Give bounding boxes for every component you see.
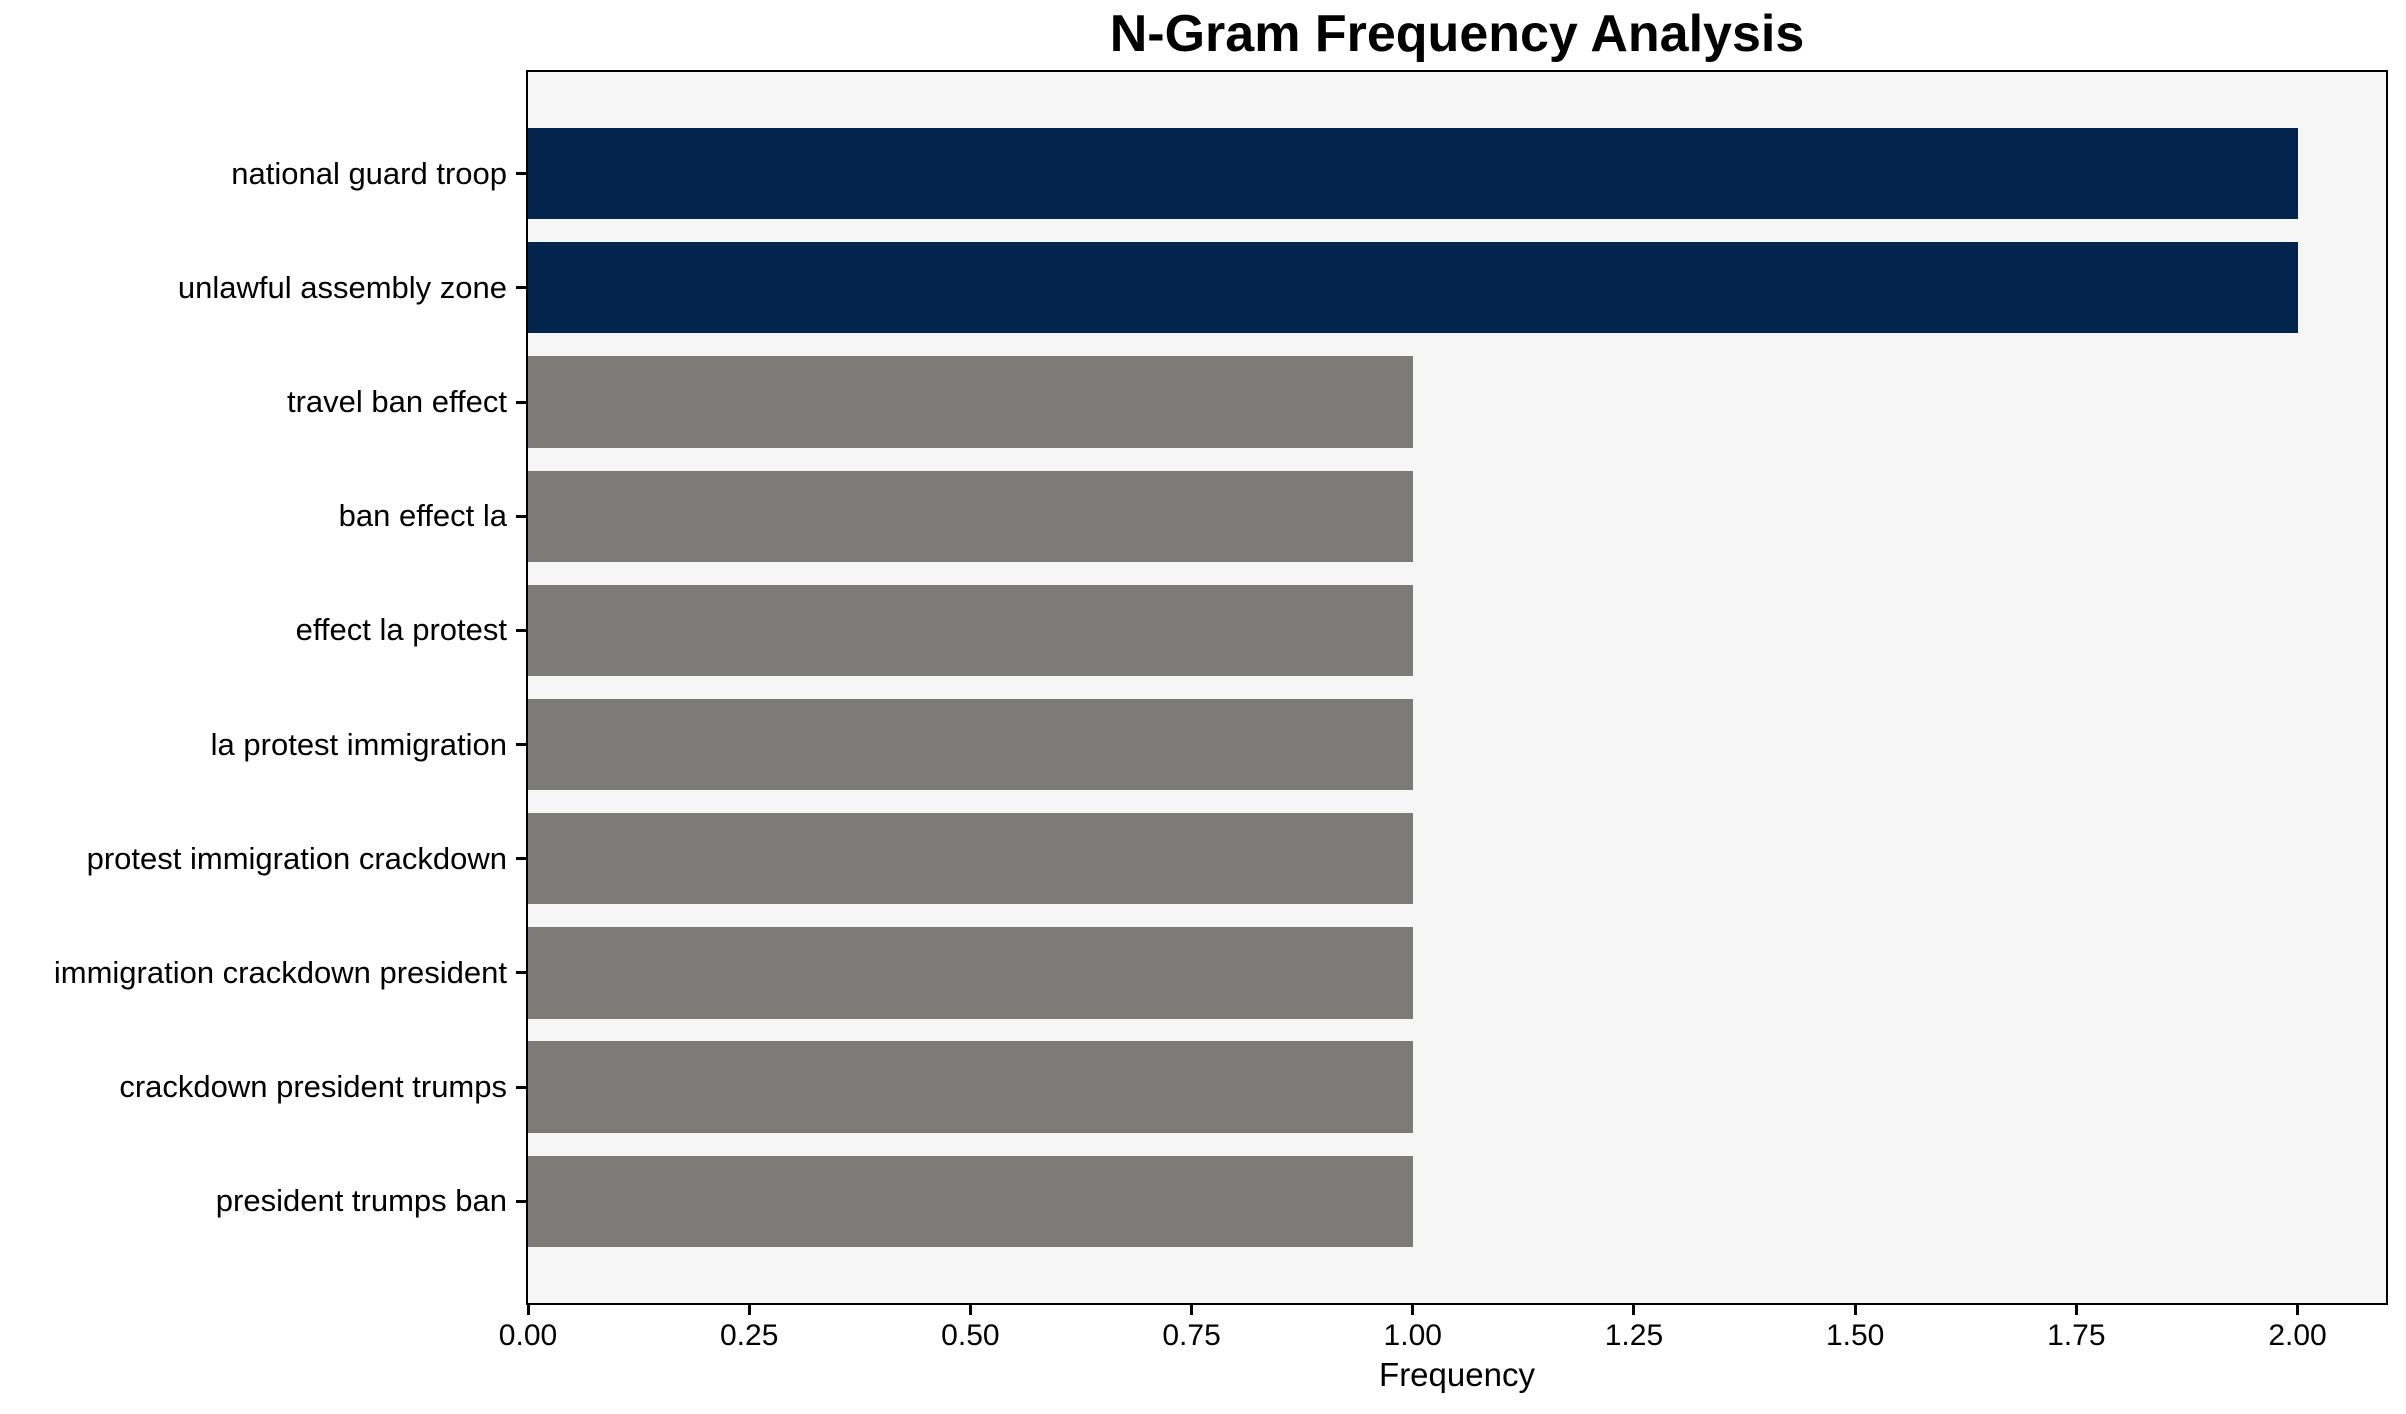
x-tick-label: 1.75: [2047, 1319, 2106, 1352]
x-tick: [747, 1305, 751, 1315]
x-tick-label: 2.00: [2268, 1319, 2327, 1352]
x-tick: [1632, 1305, 1636, 1315]
y-axis-label: crackdown president trumps: [119, 1069, 507, 1105]
x-tick-label: 1.25: [1604, 1319, 1664, 1352]
bar: [528, 927, 1413, 1019]
x-tick: [1411, 1305, 1415, 1315]
x-tick-label: 0.50: [941, 1319, 1000, 1352]
y-axis-label: national guard troop: [231, 155, 507, 191]
x-tick: [526, 1305, 530, 1315]
x-tick-label: 1.00: [1383, 1319, 1442, 1352]
x-tick: [2074, 1305, 2078, 1315]
bar: [528, 127, 2298, 220]
y-axis-label: la protest immigration: [210, 726, 507, 762]
y-axis-label: ban effect la: [338, 498, 507, 534]
bar: [528, 470, 1413, 562]
y-tick: [516, 628, 526, 632]
y-tick: [516, 1085, 526, 1089]
plot-area: [526, 70, 2388, 1305]
y-tick: [516, 743, 526, 747]
bar: [528, 242, 2298, 334]
y-tick: [516, 172, 526, 176]
y-axis-label: protest immigration crackdown: [86, 840, 507, 876]
y-tick: [516, 857, 526, 861]
y-axis-label: travel ban effect: [286, 384, 507, 420]
x-tick-label: 1.50: [1825, 1319, 1885, 1352]
bar: [528, 584, 1413, 677]
x-axis-label: Frequency: [1379, 1356, 1535, 1393]
bar: [528, 1041, 1413, 1133]
x-tick-label: 0.25: [719, 1319, 779, 1352]
y-axis-label: unlawful assembly zone: [177, 269, 507, 305]
bar: [528, 698, 1413, 791]
y-tick: [516, 286, 526, 290]
bar: [528, 813, 1413, 905]
y-tick: [516, 971, 526, 975]
bar: [528, 356, 1413, 448]
x-tick: [1190, 1305, 1194, 1315]
bar: [528, 1155, 1413, 1248]
x-tick-label: 0.75: [1162, 1319, 1221, 1352]
y-axis-label: president trumps ban: [215, 1183, 507, 1219]
x-tick-label: 0.00: [498, 1319, 558, 1352]
y-tick: [516, 1199, 526, 1203]
y-axis-label: effect la protest: [295, 612, 507, 648]
y-axis-label: immigration crackdown president: [53, 954, 507, 990]
y-tick: [516, 400, 526, 404]
x-tick: [968, 1305, 972, 1315]
x-tick: [1853, 1305, 1857, 1315]
x-tick: [2296, 1305, 2300, 1315]
chart-title: N-Gram Frequency Analysis: [1109, 5, 1805, 63]
y-tick: [516, 514, 526, 518]
